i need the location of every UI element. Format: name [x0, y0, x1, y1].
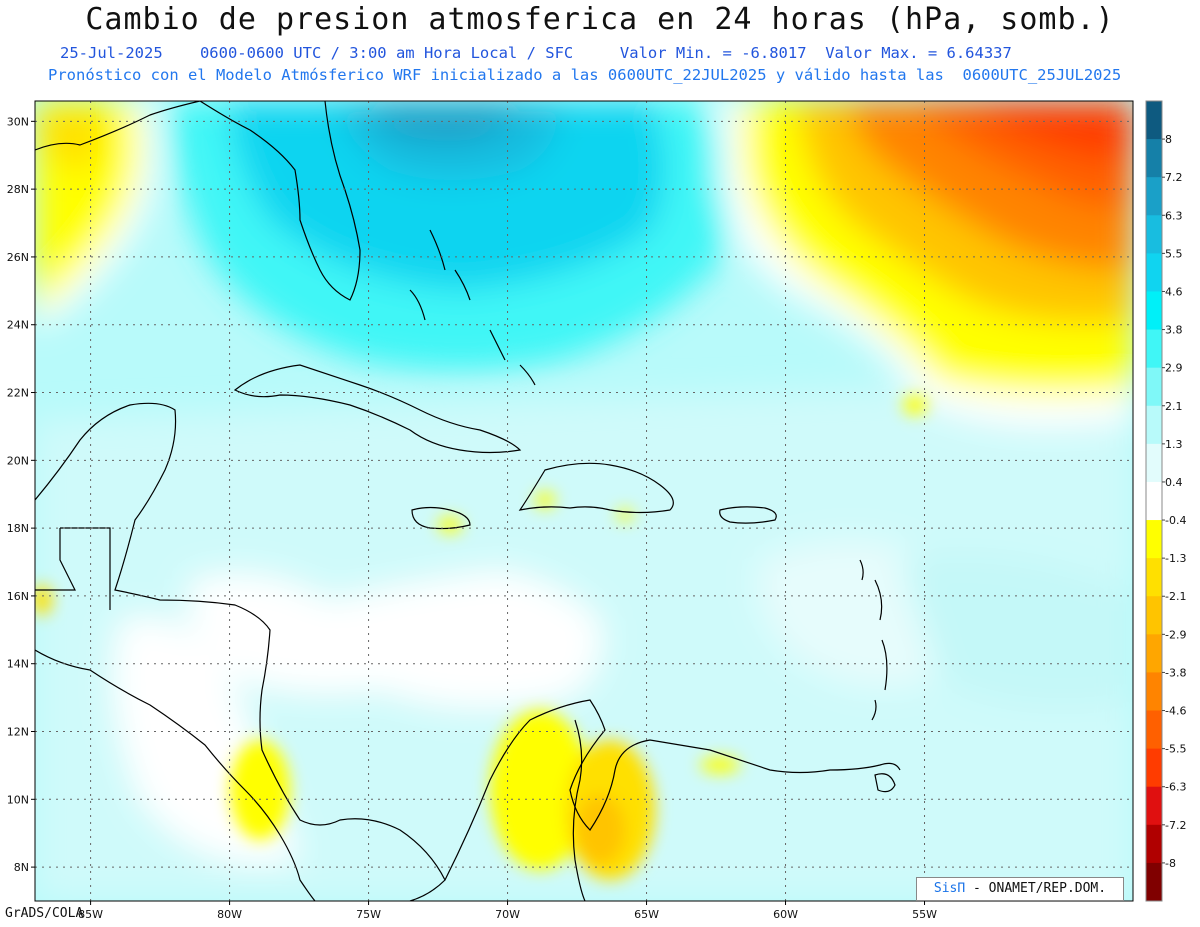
- colorbar-label: 6.3: [1165, 209, 1183, 222]
- colorbar-swatch: [1146, 215, 1162, 254]
- colorbar-swatch: [1146, 596, 1162, 635]
- colorbar-label: 3.8: [1165, 324, 1183, 337]
- lat-tick-label: 20N: [7, 454, 29, 467]
- colorbar-swatch: [1146, 177, 1162, 216]
- colorbar-label: -6.3: [1165, 781, 1186, 794]
- colorbar-swatch: [1146, 367, 1162, 407]
- colorbar-label: 1.3: [1165, 438, 1183, 451]
- colorbar-label: 8: [1165, 133, 1172, 146]
- lat-tick-label: 28N: [7, 183, 29, 196]
- colorbar-label: 4.6: [1165, 285, 1183, 298]
- colorbar-swatch: [1146, 634, 1162, 673]
- colorbar-label: -5.5: [1165, 743, 1186, 756]
- colorbar-label: 0.4: [1165, 476, 1183, 489]
- map-frame: [34, 100, 1134, 902]
- colorbar-label: 5.5: [1165, 247, 1183, 260]
- software-label: GrADS/COLA: [5, 906, 84, 921]
- valid-time-subtitle: 25-Jul-2025 0600-0600 UTC / 3:00 am Hora…: [60, 44, 1012, 62]
- lat-tick-label: 16N: [7, 590, 29, 603]
- colorbar-swatch: [1146, 520, 1162, 559]
- colorbar-label: -3.8: [1165, 666, 1186, 679]
- colorbar-label: -0.4: [1165, 514, 1186, 527]
- coastlines: [35, 101, 901, 901]
- lat-lon-grid: [35, 101, 1133, 901]
- colorbar-swatch: [1146, 481, 1162, 521]
- colorbar-label: -2.9: [1165, 628, 1186, 641]
- colorbar-swatch: [1146, 253, 1162, 292]
- lat-tick-label: 12N: [7, 726, 29, 739]
- colorbar-swatch: [1146, 291, 1162, 331]
- colorbar-label: 7.2: [1165, 171, 1183, 184]
- latitude-axis: 30N 28N 26N 24N 22N 20N 18N 16N 14N 12N 10N 8N: [7, 115, 35, 874]
- credit-box: SisΠ - ONAMET/REP.DOM.: [916, 877, 1124, 901]
- colorbar-label: -1.3: [1165, 552, 1186, 565]
- lon-tick-label: 60W: [773, 908, 798, 921]
- colorbar-swatch: [1146, 786, 1162, 826]
- credit-text: - ONAMET/REP.DOM.: [965, 881, 1107, 896]
- lat-tick-label: 22N: [7, 387, 29, 400]
- shaded-field: [35, 101, 1133, 901]
- colorbar-swatch: [1146, 672, 1162, 712]
- lon-tick-label: 65W: [634, 908, 659, 921]
- colorbar-swatch: [1146, 405, 1162, 445]
- lat-tick-label: 24N: [7, 319, 29, 332]
- colorbar-swatch: [1146, 139, 1162, 178]
- colorbar-label: 2.9: [1165, 362, 1183, 375]
- lat-tick-label: 8N: [14, 861, 29, 874]
- lat-tick-label: 14N: [7, 658, 29, 671]
- lat-tick-label: 10N: [7, 793, 29, 806]
- colorbar-swatch: [1146, 101, 1162, 140]
- colorbar-label: -4.6: [1165, 705, 1186, 718]
- lat-tick-label: 26N: [7, 251, 29, 264]
- longitude-axis: 85W 80W 75W 70W 65W 60W 55W: [78, 901, 937, 921]
- lat-tick-label: 18N: [7, 522, 29, 535]
- lon-tick-label: 80W: [217, 908, 242, 921]
- lon-tick-label: 75W: [356, 908, 381, 921]
- sispi-brand: SisΠ: [933, 881, 966, 896]
- lat-tick-label: 30N: [7, 115, 29, 128]
- colorbar-swatch: [1146, 710, 1162, 750]
- colorbar: 8 7.2 6.3 5.5 4.6 3.8 2.9 2.1 1.3 0.4 -0.4 -1.3 -2.1…: [1145, 100, 1186, 902]
- colorbar-label: -8: [1165, 857, 1176, 870]
- colorbar-swatch: [1146, 558, 1162, 597]
- colorbar-swatch: [1146, 862, 1162, 902]
- colorbar-label: 2.1: [1165, 400, 1183, 413]
- lon-tick-label: 85W: [78, 908, 103, 921]
- model-info-subtitle: Pronóstico con el Modelo Atmósferico WRF…: [48, 66, 1122, 84]
- colorbar-swatch: [1146, 748, 1162, 788]
- chart-title: Cambio de presion atmosferica en 24 hora…: [85, 2, 1115, 37]
- colorbar-swatch: [1146, 329, 1162, 369]
- lon-tick-label: 55W: [912, 908, 937, 921]
- lon-tick-label: 70W: [495, 908, 520, 921]
- colorbar-label: -2.1: [1165, 590, 1186, 603]
- colorbar-label: -7.2: [1165, 819, 1186, 832]
- colorbar-swatch: [1146, 824, 1162, 864]
- colorbar-swatch: [1146, 443, 1162, 483]
